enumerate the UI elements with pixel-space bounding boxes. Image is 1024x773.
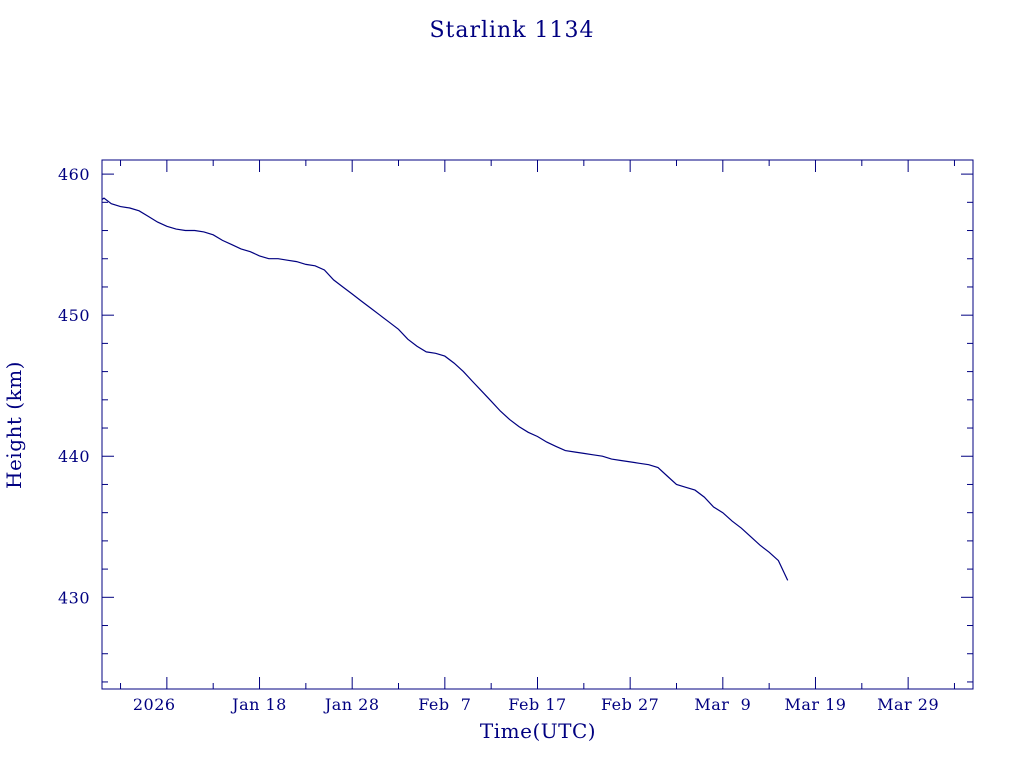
x-tick-label: Feb 7 (418, 695, 471, 714)
series-line-height (101, 197, 789, 581)
y-tick-label: 430 (58, 588, 90, 607)
x-axis-title: Time(UTC) (480, 719, 596, 743)
y-tick-label: 440 (58, 447, 90, 466)
chart-title: Starlink 1134 (429, 18, 594, 43)
x-tick-label: Jan 28 (323, 695, 380, 714)
axis-ticks (102, 160, 973, 689)
x-tick-label-year: 2026 (133, 695, 176, 714)
x-tick-label: Mar 29 (877, 695, 939, 714)
y-axis-title: Height (km) (2, 361, 26, 489)
x-tick-label: Feb 27 (601, 695, 659, 714)
x-tick-label: Mar 19 (784, 695, 846, 714)
tick-labels: 430 440 450 460 2026 Jan 18 Jan 28 Feb 7 Feb 17 F… (58, 165, 939, 714)
y-tick-label: 460 (58, 165, 90, 184)
y-tick-label: 450 (58, 306, 90, 325)
x-tick-label: Feb 17 (508, 695, 566, 714)
x-tick-label: Jan 18 (230, 695, 287, 714)
plot-frame (101, 159, 974, 690)
x-tick-label: Mar 9 (694, 695, 751, 714)
